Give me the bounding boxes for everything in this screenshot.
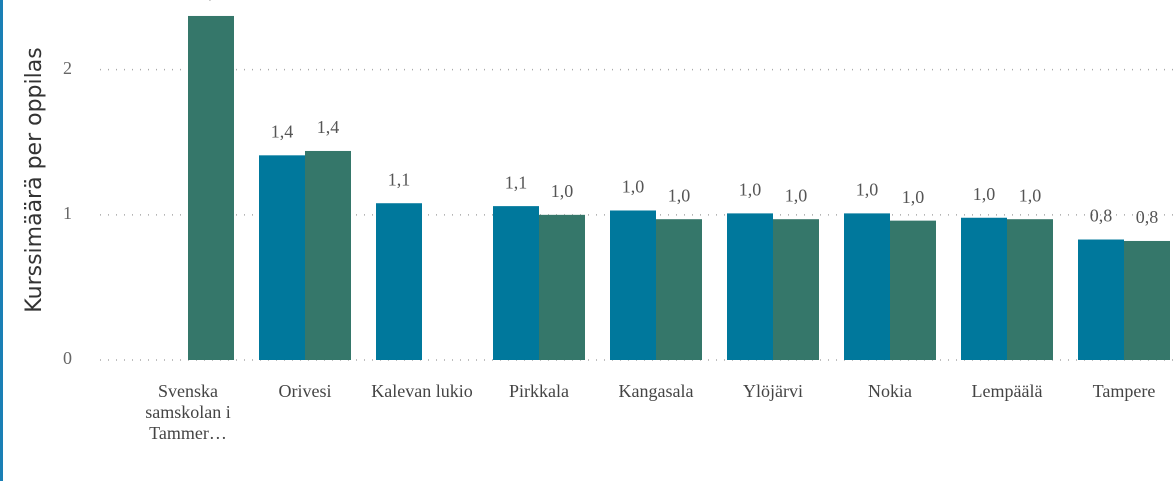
x-tick-label: Ylöjärvi bbox=[743, 381, 803, 401]
bar bbox=[539, 214, 585, 360]
value-label: 1,1 bbox=[388, 169, 411, 189]
value-label: 2,4 bbox=[200, 0, 223, 2]
value-label: 1,0 bbox=[551, 181, 574, 201]
x-tick-label: Tampere bbox=[1092, 381, 1156, 401]
x-tick-label: Orivesi bbox=[278, 381, 332, 401]
bar bbox=[1078, 239, 1124, 360]
bar bbox=[259, 155, 305, 360]
bar bbox=[773, 219, 819, 360]
value-label: 0,8 bbox=[1090, 206, 1113, 226]
bar bbox=[1007, 219, 1053, 360]
value-label: 1,0 bbox=[668, 185, 691, 205]
bar bbox=[890, 220, 936, 360]
value-label: 1,0 bbox=[739, 180, 762, 200]
value-label: 1,0 bbox=[973, 184, 996, 204]
value-label: 1,0 bbox=[856, 180, 879, 200]
bar bbox=[844, 213, 890, 360]
value-label: 1,0 bbox=[622, 177, 645, 197]
bar bbox=[727, 213, 773, 360]
x-tick-label: Svenska samskolan i Tammer… bbox=[145, 381, 231, 443]
value-label: 1,0 bbox=[902, 187, 925, 207]
bar bbox=[656, 219, 702, 360]
y-tick-label: 0 bbox=[63, 348, 72, 368]
x-tick-label: Kangasala bbox=[618, 381, 694, 401]
bar bbox=[1124, 240, 1170, 360]
y-axis-label: Kurssimäärä per oppilas bbox=[22, 47, 47, 312]
x-tick-label: Nokia bbox=[868, 381, 912, 401]
bar bbox=[376, 203, 422, 360]
bar bbox=[610, 210, 656, 360]
bar bbox=[188, 15, 234, 360]
bar bbox=[305, 150, 351, 360]
value-label: 1,1 bbox=[505, 172, 528, 192]
x-tick-label: Kalevan lukio bbox=[371, 381, 473, 401]
bar bbox=[493, 206, 539, 360]
value-label: 0,8 bbox=[1136, 207, 1159, 227]
y-tick-label: 2 bbox=[63, 58, 72, 78]
x-tick-label: Lempäälä bbox=[971, 381, 1043, 401]
value-label: 1,0 bbox=[785, 185, 808, 205]
bar bbox=[961, 217, 1007, 360]
value-label: 1,0 bbox=[1019, 185, 1042, 205]
x-tick-label: Pirkkala bbox=[509, 381, 569, 401]
y-tick-label: 1 bbox=[63, 203, 72, 223]
value-label: 1,4 bbox=[271, 121, 294, 141]
value-label: 1,4 bbox=[317, 117, 340, 137]
